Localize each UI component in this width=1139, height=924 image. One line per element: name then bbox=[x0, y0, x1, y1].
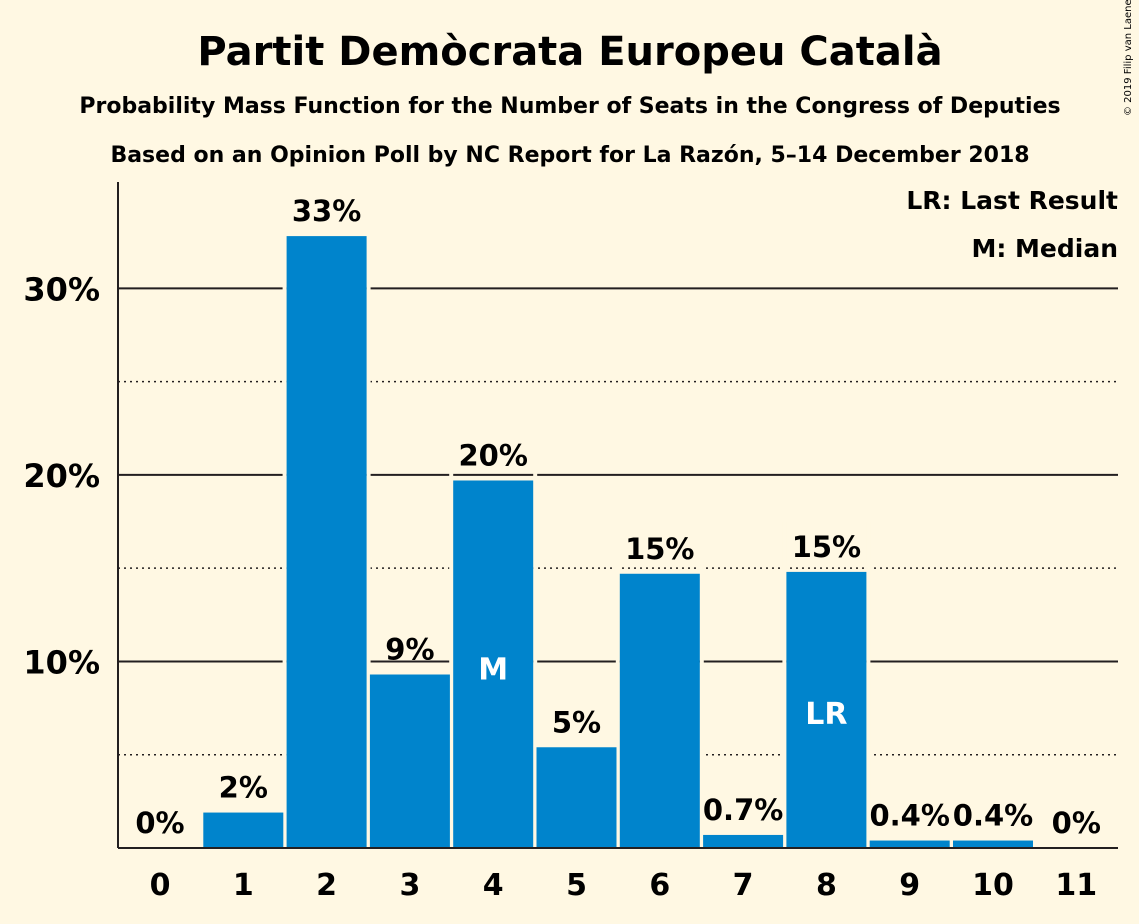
x-tick-label: 1 bbox=[233, 868, 254, 903]
value-label-seats-6: 15% bbox=[625, 532, 694, 566]
bar-seats-6 bbox=[619, 573, 700, 848]
value-label-seats-4: 20% bbox=[458, 438, 527, 472]
value-labels: 0% 2% 33% 9% 20% M 5% 15% 0.7% 15% LR 0.4% 0.4% 0% bbox=[135, 194, 1101, 840]
bars bbox=[203, 236, 1033, 849]
x-tick-label: 5 bbox=[566, 868, 587, 903]
x-tick-label: 3 bbox=[399, 868, 420, 903]
bar-seats-3 bbox=[369, 674, 450, 848]
y-tick-labels: 10% 20% 30% bbox=[23, 270, 100, 681]
copyright-notice: © 2019 Filip van Laenen bbox=[1123, 0, 1134, 116]
y-tick-label: 30% bbox=[23, 270, 100, 308]
value-label-seats-5: 5% bbox=[552, 705, 601, 739]
value-label-seats-8: 15% bbox=[792, 530, 861, 564]
x-tick-label: 2 bbox=[316, 868, 337, 903]
value-label-seats-9: 0.4% bbox=[869, 799, 949, 833]
bar-seats-1 bbox=[203, 812, 284, 848]
legend-last-result: LR: Last Result bbox=[906, 186, 1118, 215]
x-tick-label: 4 bbox=[483, 868, 504, 903]
value-label-seats-10: 0.4% bbox=[953, 799, 1033, 833]
value-label-seats-2: 33% bbox=[292, 194, 361, 228]
chart-subtitle-poll: Based on an Opinion Poll by NC Report fo… bbox=[110, 143, 1029, 168]
bar-seats-5 bbox=[536, 747, 617, 848]
x-tick-label: 0 bbox=[150, 868, 171, 903]
y-tick-label: 10% bbox=[23, 643, 100, 681]
x-tick-labels: 0 1 2 3 4 5 6 7 8 9 10 11 bbox=[150, 868, 1098, 903]
x-tick-label: 10 bbox=[972, 868, 1014, 903]
bar-seats-4 bbox=[453, 480, 534, 848]
legend-median: M: Median bbox=[971, 234, 1118, 263]
value-label-seats-0: 0% bbox=[135, 806, 184, 840]
bar-seats-2 bbox=[286, 236, 367, 849]
value-label-seats-7: 0.7% bbox=[703, 793, 783, 827]
median-marker: M bbox=[478, 652, 508, 687]
bar-seats-9 bbox=[869, 840, 950, 848]
x-tick-label: 11 bbox=[1055, 868, 1097, 903]
bar-seats-8 bbox=[786, 571, 867, 848]
bar-seats-7 bbox=[703, 834, 784, 848]
bar-seats-10 bbox=[953, 840, 1033, 848]
value-label-seats-11: 0% bbox=[1052, 806, 1101, 840]
value-label-seats-3: 9% bbox=[385, 633, 434, 667]
gridlines bbox=[118, 186, 1118, 848]
y-tick-label: 20% bbox=[23, 457, 100, 495]
chart-subtitle: Probability Mass Function for the Number… bbox=[79, 94, 1060, 119]
value-label-seats-1: 2% bbox=[219, 771, 268, 805]
x-tick-label: 7 bbox=[733, 868, 754, 903]
last-result-marker: LR bbox=[805, 697, 847, 732]
x-tick-label: 6 bbox=[649, 868, 670, 903]
x-tick-label: 9 bbox=[899, 868, 920, 903]
chart-title: Partit Demòcrata Europeu Català bbox=[197, 29, 942, 75]
x-tick-label: 8 bbox=[816, 868, 837, 903]
